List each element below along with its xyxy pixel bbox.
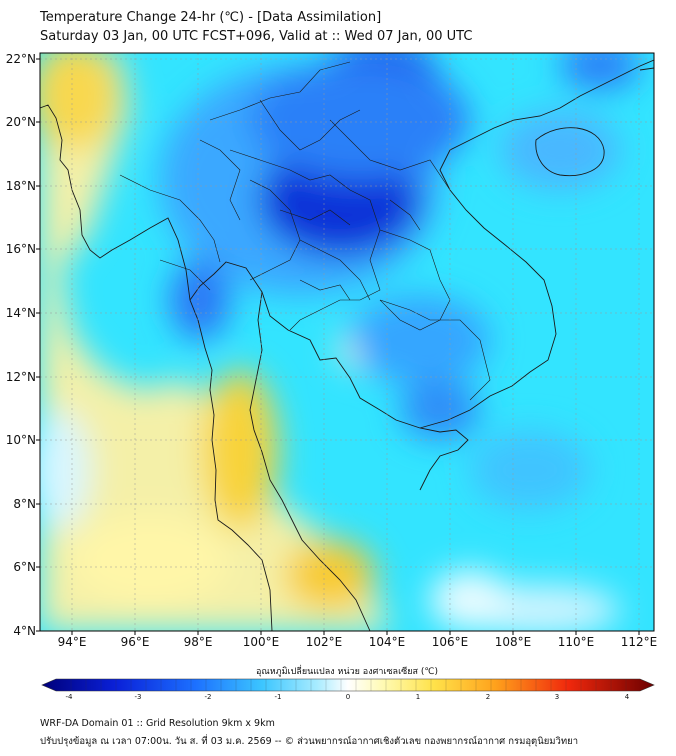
lat-label: 22°N [6,52,36,66]
map-subtitle: Saturday 03 Jan, 00 UTC FCST+096, Valid … [40,29,473,44]
lon-label: 108°E [495,635,532,649]
colorbar-tick: -2 [204,693,212,701]
colorbar-tick: 3 [554,693,560,701]
lon-label: 104°E [369,635,406,649]
lon-label: 94°E [58,635,87,649]
colorbar [41,678,655,692]
country-borders [119,61,491,401]
lon-label: 100°E [243,635,280,649]
colorbar-tick: 0 [345,693,351,701]
lon-label: 110°E [558,635,595,649]
map-frame [39,52,655,632]
grid-lines [40,53,654,631]
axis-ticks [36,58,640,635]
colorbar-tick: 1 [415,693,421,701]
colorbar-tick: -1 [274,693,282,701]
lat-label: 20°N [6,115,36,129]
colorbar-title: อุณหภูมิเปลี่ยนแปลง หน่วย องศาเซลเซียส (… [255,667,439,677]
colorbar-tick: -4 [65,693,73,701]
colorbar-tick: 4 [624,693,630,701]
lon-label: 112°E [621,635,658,649]
lat-label: 12°N [6,370,36,384]
colorbar-dividers [70,679,627,691]
coastlines [40,59,654,631]
lon-label: 106°E [432,635,469,649]
temperature-field [40,53,654,631]
footer-line-2: ปรับปรุงข้อมูล ณ เวลา 07:00น. วัน ส. ที่… [40,736,579,747]
lat-label: 6°N [13,560,36,574]
lat-label: 4°N [13,624,36,638]
lat-label: 8°N [13,497,36,511]
lat-label: 14°N [6,306,36,320]
lat-label: 18°N [6,179,36,193]
colorbar-tick: 2 [485,693,491,701]
colorbar-tick: -3 [134,693,142,701]
colorbar-ramp [41,678,655,692]
map-title: Temperature Change 24-hr (℃) - [Data Ass… [40,10,382,25]
footer-line-1: WRF-DA Domain 01 :: Grid Resolution 9km … [40,718,275,729]
lat-label: 10°N [6,433,36,447]
lon-label: 98°E [184,635,213,649]
lon-label: 102°E [306,635,343,649]
lon-label: 96°E [121,635,150,649]
lat-label: 16°N [6,242,36,256]
